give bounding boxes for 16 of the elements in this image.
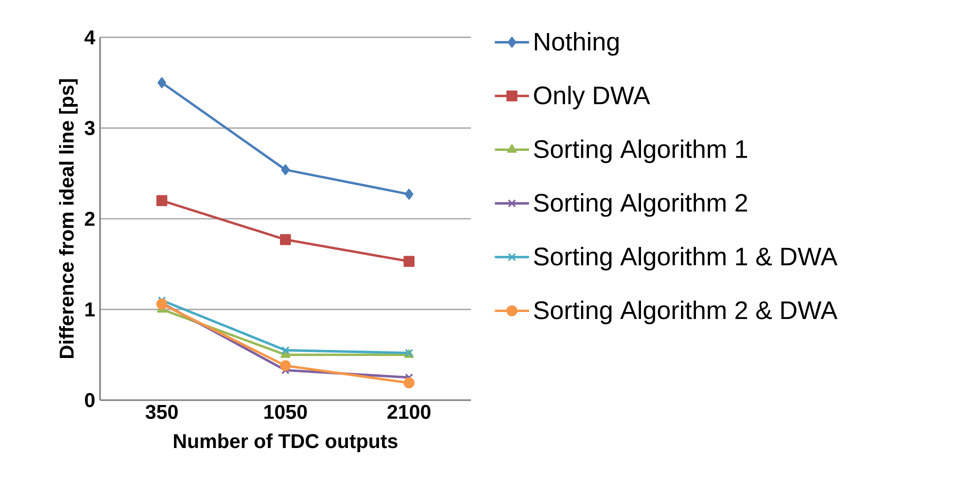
- y-tick-label: 4: [84, 30, 96, 44]
- legend-label: Sorting Algorithm 1 & DWA: [534, 246, 838, 270]
- legend-label: Sorting Algorithm 2: [534, 193, 748, 217]
- x-tick-label: 1050: [264, 404, 307, 419]
- legend-label: Sorting Algorithm 2 & DWA: [534, 300, 838, 324]
- y-axis-title: Difference from ideal line [ps]: [59, 79, 78, 358]
- x-tick-label: 350: [146, 404, 178, 419]
- legend-label: Nothing: [534, 32, 619, 56]
- y-tick-label: 0: [84, 392, 94, 408]
- x-axis-title: Number of TDC outputs: [174, 433, 398, 452]
- y-tick-label: 1: [85, 302, 95, 316]
- legend-label: Sorting Algorithm 1: [534, 139, 748, 164]
- y-tick-label: 3: [84, 120, 95, 136]
- legend-label: Only DWA: [534, 86, 650, 110]
- x-tick-label: 2100: [387, 404, 430, 419]
- y-tick-label: 2: [84, 212, 95, 226]
